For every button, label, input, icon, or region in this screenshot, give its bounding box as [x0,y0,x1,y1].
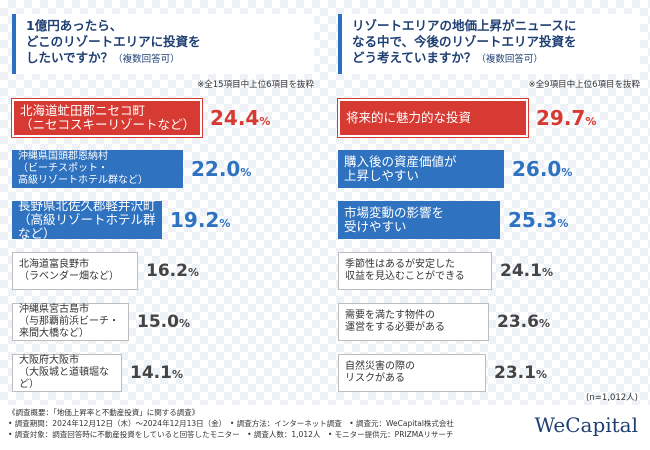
right-value-number: 26.0 [512,157,562,181]
left-bar: 大阪府大阪市 （大阪城と道頓堀など） [12,354,122,392]
right-value-number: 23.1 [494,363,536,383]
left-chart-note: ※全15項目中上位6項目を抜粋 [197,80,314,90]
left-value-label: 24.4% [210,106,270,130]
right-value-label: 24.1% [500,261,553,281]
right-bar: 自然災害の際の リスクがある [338,354,486,392]
left-value-label: 15.0% [137,312,190,332]
left-value-label: 22.0% [191,157,251,181]
right-value-unit: % [541,266,553,279]
wecapital-logo: WeCapital [534,413,638,437]
right-value-label: 23.1% [494,363,547,383]
left-value-number: 24.4 [210,106,260,130]
left-bar-label: 北海道富良野市 （ラベンダー畑など） [19,259,119,282]
right-bar-label: 購入後の資産価値が 上昇しやすい [344,154,457,183]
left-value-label: 19.2% [170,208,230,232]
left-bar-row: 沖縄県国頭郡恩納村 （ビーチスポット・ 高級リゾートホテル群など） 22.0% [12,147,314,191]
left-bar: 長野県北佐久郡軽井沢町 （高級リゾートホテル群など） [12,198,162,241]
footer-line-3: • 調査対象：調査回答時に不動産投資をしていると回答したモニター • 調査人数：… [8,430,454,439]
right-value-unit: % [538,317,550,330]
right-question-title: リゾートエリアの地価上昇がニュースに なる中で、今後のリゾートエリア投資を どう… [352,18,577,65]
right-bar: 需要を満たす物件の 運営をする必要がある [338,303,489,341]
left-value-number: 22.0 [191,157,241,181]
left-bar-row: 沖縄県宮古島市 （与那覇前浜ビーチ・来間大橋など） 15.0% [12,300,314,344]
right-value-label: 23.6% [497,312,550,332]
right-value-number: 24.1 [500,261,542,281]
right-bar: 購入後の資産価値が 上昇しやすい [338,150,504,188]
right-bar-row: 購入後の資産価値が 上昇しやすい 26.0% [338,147,640,191]
left-bar-row: 北海道富良野市 （ラベンダー畑など） 16.2% [12,249,314,293]
right-bar-row: 市場変動の影響を 受けやすい 25.3% [338,198,640,242]
right-value-label: 25.3% [508,208,568,232]
right-value-unit: % [561,166,573,179]
right-question-box: リゾートエリアの地価上昇がニュースに なる中で、今後のリゾートエリア投資を どう… [338,14,640,74]
left-bar-label: 沖縄県国頭郡恩納村 （ビーチスポット・ 高級リゾートホテル群など） [18,151,148,186]
right-chart-note: ※全9項目中上位6項目を抜粋 [528,80,640,90]
left-question-title: 1億円あったら、 どこのリゾートエリアに投資を したいですか？（複数回答可） [26,18,201,65]
right-value-number: 25.3 [508,208,558,232]
right-value-number: 23.6 [497,312,539,332]
left-chart-panel: 1億円あったら、 どこのリゾートエリアに投資を したいですか？（複数回答可） ※… [11,14,314,402]
left-bar-rows: 北海道虻田郡ニセコ町 （ニセコスキーリゾートなど） 24.4% 沖縄県国頭郡恩納村 … [11,96,314,395]
footer-line-2: • 調査期間：2024年12月12日（木）～2024年12月13日（金） • 調… [8,419,454,428]
right-bar-label: 自然災害の際の リスクがある [345,361,415,384]
left-value-unit: % [178,317,190,330]
right-bar: 季節性はあるが安定した 収益を見込むことができる [338,252,492,290]
left-value-number: 19.2 [170,208,220,232]
left-value-unit: % [187,266,199,279]
right-value-unit: % [557,217,569,230]
left-bar-row: 大阪府大阪市 （大阪城と道頓堀など） 14.1% [12,351,314,395]
left-value-label: 14.1% [130,363,183,383]
right-value-label: 29.7% [536,106,596,130]
left-value-number: 16.2 [146,261,188,281]
left-bar-row: 長野県北佐久郡軽井沢町 （高級リゾートホテル群など） 19.2% [12,198,314,242]
left-bar: 沖縄県国頭郡恩納村 （ビーチスポット・ 高級リゾートホテル群など） [12,150,183,188]
right-chart-panel: リゾートエリアの地価上昇がニュースに なる中で、今後のリゾートエリア投資を どう… [337,14,640,402]
right-bar: 将来的に魅力的な投資 [337,98,529,138]
left-question-box: 1億円あったら、 どこのリゾートエリアに投資を したいですか？（複数回答可） [12,14,314,74]
left-value-unit: % [171,368,183,381]
right-value-unit: % [535,368,547,381]
left-value-label: 16.2% [146,261,199,281]
right-bar-rows: 将来的に魅力的な投資 29.7% 購入後の資産価値が 上昇しやすい 26.0% 市場変動… [337,96,640,395]
left-value-unit: % [259,115,271,128]
left-value-unit: % [219,217,231,230]
right-value-unit: % [585,115,597,128]
left-value-unit: % [240,166,252,179]
right-value-number: 29.7 [536,106,586,130]
left-bar-label: 長野県北佐久郡軽井沢町 （高級リゾートホテル群など） [18,198,156,241]
right-bar-row: 将来的に魅力的な投資 29.7% [337,96,640,140]
right-bar-row: 需要を満たす物件の 運営をする必要がある 23.6% [338,300,640,344]
survey-footer: 《調査概要：「地価上昇率と不動産投資」に関する調査》 • 調査期間：2024年1… [0,405,650,450]
right-bar-row: 自然災害の際の リスクがある 23.1% [338,351,640,395]
right-question-subtitle: （複数回答可） [476,54,543,65]
left-bar-label: 北海道虻田郡ニセコ町 （ニセコスキーリゾートなど） [20,103,196,132]
right-bar-label: 市場変動の影響を 受けやすい [344,205,445,234]
right-bar-label: 将来的に魅力的な投資 [346,110,472,125]
left-bar: 北海道虻田郡ニセコ町 （ニセコスキーリゾートなど） [11,98,203,138]
left-bar: 北海道富良野市 （ラベンダー畑など） [12,252,138,290]
sample-size: (n=1,012人) [586,393,638,403]
left-question-subtitle: （複数回答可） [113,54,180,65]
left-value-number: 15.0 [137,312,179,332]
left-bar-label: 沖縄県宮古島市 （与那覇前浜ビーチ・来間大橋など） [19,304,119,339]
left-bar: 沖縄県宮古島市 （与那覇前浜ビーチ・来間大橋など） [12,303,129,341]
footer-line-1: 《調査概要：「地価上昇率と不動産投資」に関する調査》 [8,408,200,417]
left-bar-row: 北海道虻田郡ニセコ町 （ニセコスキーリゾートなど） 24.4% [11,96,314,140]
right-bar-label: 季節性はあるが安定した 収益を見込むことができる [345,259,465,282]
right-bar-label: 需要を満たす物件の 運営をする必要がある [345,310,445,333]
left-value-number: 14.1 [130,363,172,383]
right-bar: 市場変動の影響を 受けやすい [338,201,500,239]
left-bar-label: 大阪府大阪市 （大阪城と道頓堀など） [19,355,109,390]
right-bar-row: 季節性はあるが安定した 収益を見込むことができる 24.1% [338,249,640,293]
right-value-label: 26.0% [512,157,572,181]
